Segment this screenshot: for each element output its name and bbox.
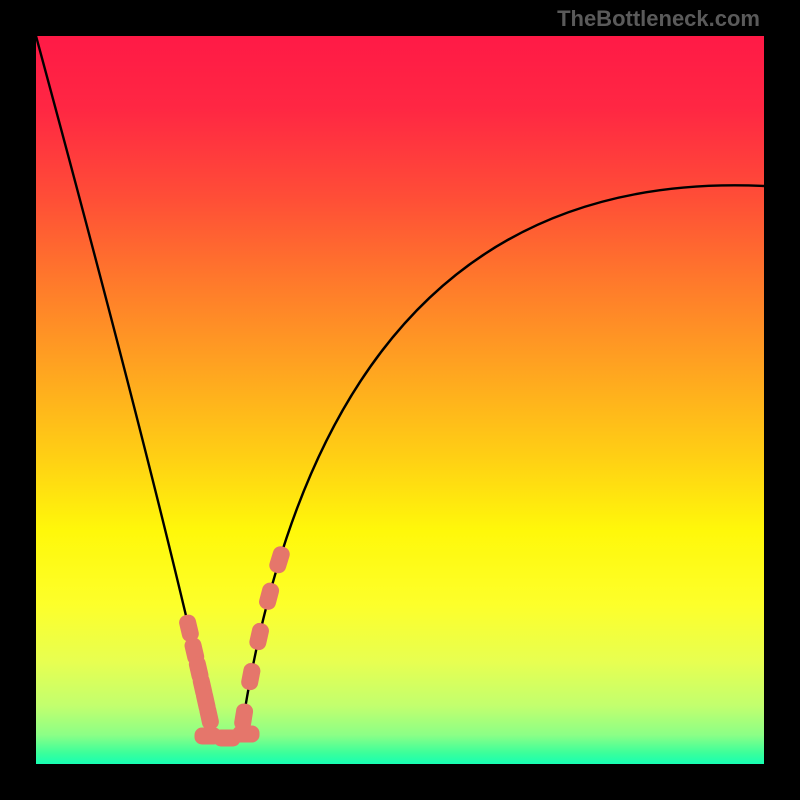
curve-marker — [258, 582, 280, 611]
curve-right-branch — [241, 185, 764, 734]
chart-container: TheBottleneck.com — [0, 0, 800, 800]
watermark-text: TheBottleneck.com — [557, 6, 760, 32]
bottleneck-curve — [36, 36, 764, 764]
curve-marker — [233, 726, 259, 742]
curve-marker — [268, 545, 291, 575]
curve-marker — [248, 622, 269, 651]
plot-area — [36, 36, 764, 764]
curve-marker — [198, 702, 219, 731]
curve-marker — [240, 662, 261, 691]
